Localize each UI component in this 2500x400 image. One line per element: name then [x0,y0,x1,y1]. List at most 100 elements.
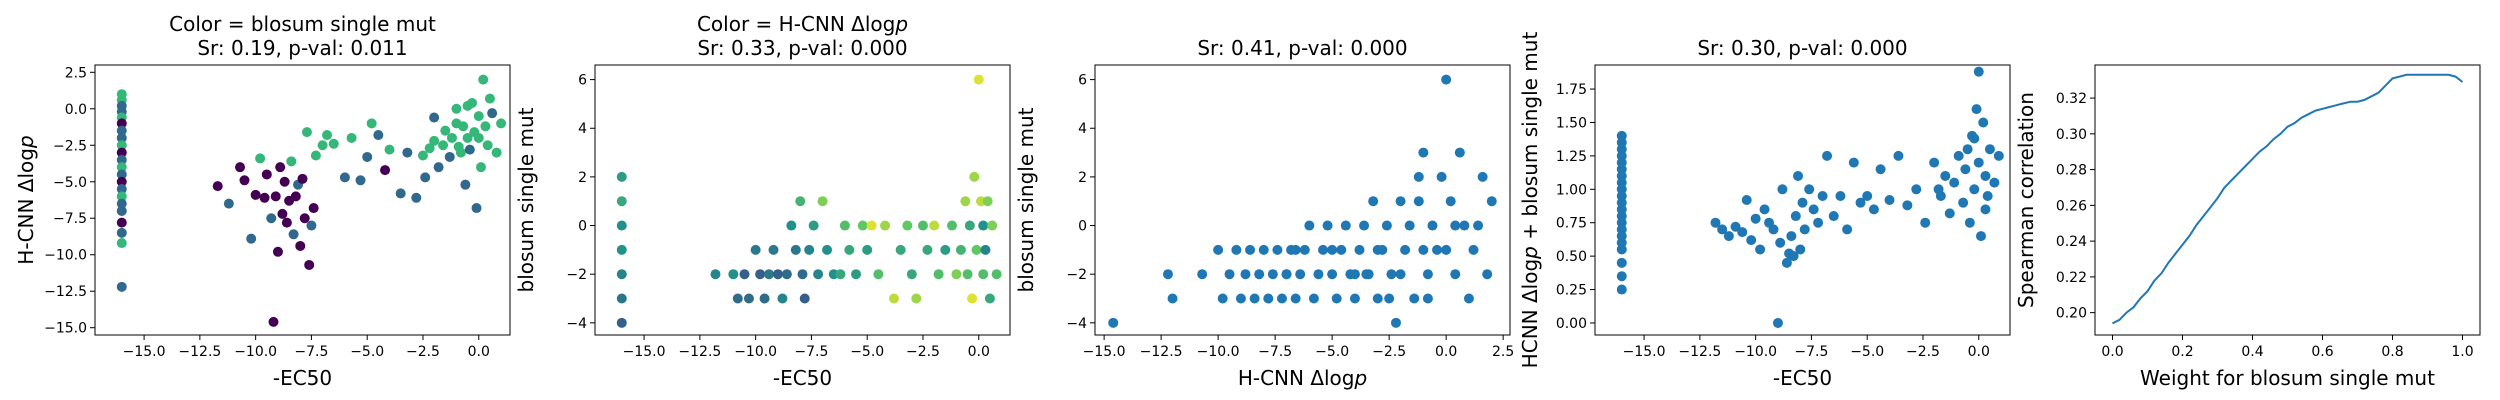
y-tick-label: −2 [566,267,587,283]
y-tick-label: −10.0 [44,248,87,264]
data-point [1949,177,1960,188]
data-point [1413,196,1424,207]
data-point [496,118,507,129]
data-point [1404,220,1415,231]
data-point [306,220,317,231]
data-point [1848,157,1859,168]
data-point [451,103,462,114]
data-point [491,147,502,158]
data-point [987,220,998,231]
data-point [275,162,286,173]
data-point [1971,104,1982,115]
data-point [1361,269,1372,280]
y-tick-label: 0.20 [2056,306,2087,322]
data-point [1975,231,1986,242]
chart-title: Color = H-CNN Δlogp [697,12,908,36]
data-point [1459,220,1470,231]
data-point [1327,244,1338,255]
data-point [322,130,333,141]
y-tick-label: 2 [1078,170,1087,186]
data-point [1295,269,1306,280]
x-tick-label: 1.0 [2451,344,2473,360]
data-layer [2112,73,2464,325]
data-point [1463,293,1474,304]
data-point [1786,231,1797,242]
data-point [366,118,377,129]
data-point [1290,293,1301,304]
data-point [1318,244,1329,255]
data-point [270,191,281,202]
data-point [266,213,277,224]
chart-subtitle: Sr: 0.33, p-val: 0.000 [697,36,907,60]
data-point [1263,293,1274,304]
data-layer [1616,66,2004,328]
y-tick-label: 0.00 [1556,316,1587,332]
data-point [116,184,127,195]
chart-title: Sr: 0.41, p-val: 0.000 [1197,36,1407,60]
chart-subtitle: Sr: 0.19, p-val: 0.011 [197,36,407,60]
data-point [1450,269,1461,280]
data-point [835,269,846,280]
y-tick-label: 0.75 [1556,216,1587,232]
data-point [440,125,451,136]
data-point [1982,190,1993,201]
data-point [395,188,406,199]
data-point [906,269,917,280]
data-point [1395,269,1406,280]
data-point [1884,195,1895,205]
data-layer [1108,74,1497,328]
data-point [786,220,797,231]
x-tick-label: −10.0 [1734,344,1777,360]
data-point [116,191,127,202]
x-tick-label: 0.0 [468,344,490,360]
data-point [895,244,906,255]
chart-title: Color = blosum single mut [169,12,436,36]
data-point [1445,196,1456,207]
x-tick-label: −5.0 [850,344,884,360]
data-point [223,198,234,209]
data-point [946,220,957,231]
data-point [116,132,127,143]
data-point [857,220,868,231]
y-tick-label: 0.22 [2056,270,2087,286]
data-point [308,203,319,214]
data-point [1929,157,1940,168]
data-point [1258,244,1269,255]
data-point [1224,269,1235,280]
y-tick-label: −4 [566,316,587,332]
data-point [1240,269,1251,280]
data-point [978,220,989,231]
y-axis-label: HCNN Δlogp + blosum single mut [1518,32,1542,369]
data-point [1372,244,1383,255]
data-point [1384,293,1395,304]
data-point [1217,293,1228,304]
data-point [743,293,754,304]
data-point [1409,293,1420,304]
y-tick-label: 0.30 [2056,127,2087,143]
data-point [1359,220,1370,231]
data-point [429,112,440,123]
data-point [964,220,975,231]
data-point [1313,269,1324,280]
data-point [444,151,455,162]
data-point [922,244,933,255]
data-point [1828,211,1839,222]
y-axis-label: blosum single mut [514,107,538,292]
data-point [1231,244,1242,255]
data-point [969,171,980,182]
data-point [355,175,366,186]
data-point [1842,224,1853,235]
data-point [1616,271,1627,282]
axes-frame [1594,64,2011,336]
y-tick-label: 1.75 [1556,82,1587,98]
x-tick-label: 0.0 [2101,344,2123,360]
y-tick-label: 2.5 [65,65,87,81]
data-point [1381,220,1392,231]
data-point [851,269,862,280]
data-point [1944,208,1955,219]
x-tick-label: −2.5 [1906,344,1940,360]
data-point [1920,217,1931,228]
data-point [1797,197,1808,208]
y-tick-label: 6 [1078,73,1087,89]
data-point [1799,224,1810,235]
